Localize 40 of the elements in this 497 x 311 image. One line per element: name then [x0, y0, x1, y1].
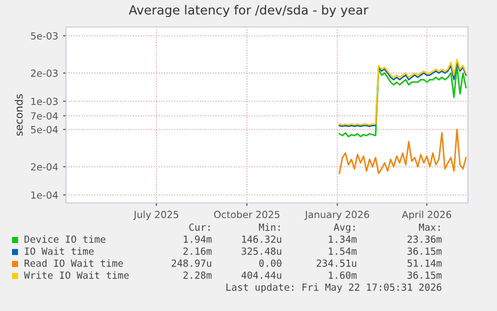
- text: Cur:: [189, 223, 210, 231]
- text: 146.32u: [242, 235, 282, 243]
- line-series: [338, 128, 467, 174]
- y-tick-label: 5e-03: [31, 32, 58, 40]
- text: Last update: Fri May 22 17:05:31 2026: [226, 283, 442, 293]
- y-tick-label: 2e-04: [31, 163, 58, 171]
- text: 2.16m: [183, 247, 212, 255]
- y-tick-label: 1e-03: [31, 98, 58, 106]
- text: 325.48u: [242, 247, 282, 255]
- text: 36.15m: [408, 247, 442, 255]
- text: 0.00: [259, 259, 282, 267]
- legend-label: Read IO Wait time: [24, 259, 123, 267]
- y-tick-label: 7e-04: [31, 112, 58, 120]
- legend-label: Write IO Wait time: [24, 271, 129, 279]
- x-tick-label: October 2025: [214, 210, 280, 218]
- text: 23.36m: [408, 235, 442, 243]
- text: 51.14m: [408, 260, 442, 267]
- y-tick-label: 5e-04: [31, 126, 58, 134]
- y-tick-label: 2e-03: [31, 70, 58, 77]
- legend-label: IO Wait time: [24, 247, 94, 255]
- text: 404.44u: [242, 271, 282, 279]
- legend-label: Device IO time: [24, 235, 106, 243]
- text: 1.54m: [328, 248, 357, 255]
- x-tick-label: April 2026: [402, 210, 452, 220]
- text: 1.34m: [328, 235, 357, 243]
- text: Min:: [258, 223, 280, 231]
- text: Avg:: [334, 224, 355, 233]
- text: 36.15m: [408, 271, 442, 279]
- text: 248.97u: [172, 259, 212, 267]
- chart-title: Average latency for /dev/sda - by year: [128, 4, 368, 18]
- y-axis-title: seconds: [14, 94, 23, 136]
- text: Max:: [418, 224, 440, 231]
- x-tick-label: July 2025: [133, 210, 178, 220]
- text: 1.94m: [184, 235, 212, 243]
- text: 1.60m: [328, 271, 357, 279]
- x-tick-label: January 2026: [304, 210, 370, 220]
- line-series: [338, 64, 467, 138]
- text: 234.51u: [316, 259, 356, 267]
- y-tick-label: 1e-04: [31, 191, 58, 199]
- text: 2.28m: [183, 271, 212, 279]
